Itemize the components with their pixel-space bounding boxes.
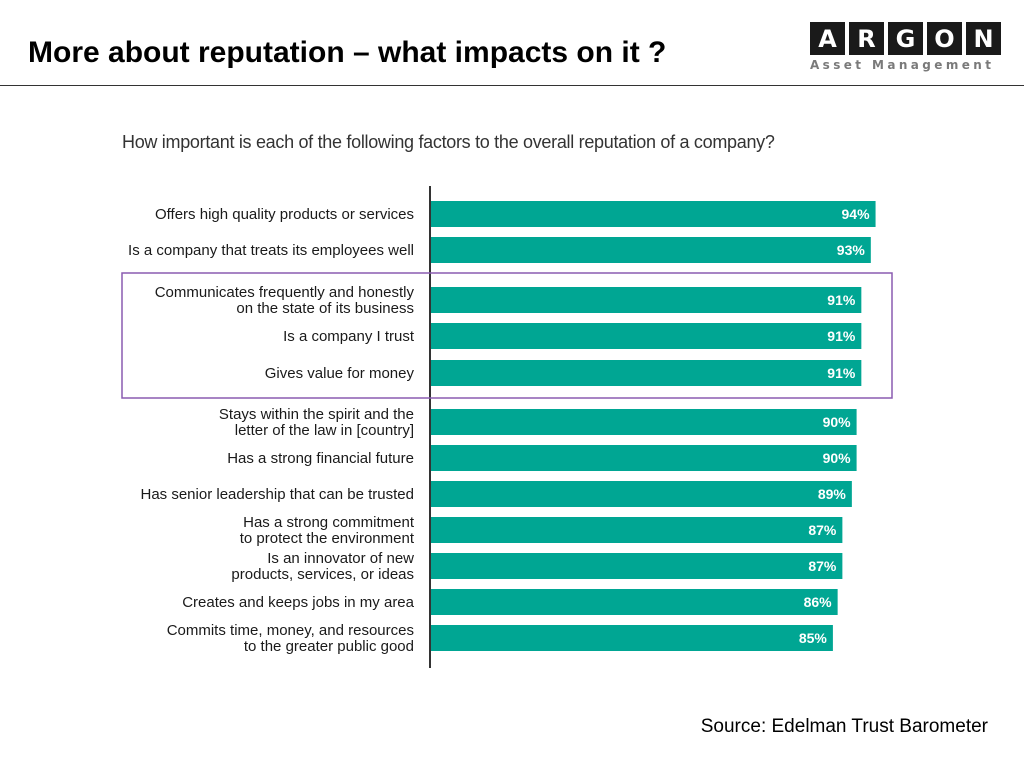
data-label: 85% — [799, 630, 828, 646]
data-label: 91% — [827, 292, 856, 308]
data-label: 87% — [808, 522, 837, 538]
category-label: Offers high quality products or services — [155, 206, 414, 223]
bar — [430, 323, 862, 349]
bar — [430, 517, 843, 543]
header-divider — [0, 85, 1024, 86]
bar — [430, 201, 876, 227]
category-label: Is a company I trust — [283, 328, 415, 345]
category-label: Has a strong commitment to protect the en… — [240, 514, 415, 547]
category-label: Communicates frequently and honestly on t… — [155, 284, 415, 317]
data-label: 90% — [823, 414, 852, 430]
category-label: Has a strong financial future — [227, 450, 414, 467]
bar — [430, 409, 857, 435]
category-label: Is a company that treats its employees w… — [128, 242, 414, 259]
data-label: 91% — [827, 365, 856, 381]
logo-letter-g: G — [888, 22, 923, 55]
page-title: More about reputation – what impacts on … — [28, 36, 667, 69]
bar — [430, 589, 838, 615]
category-label: Commits time, money, and resources to the… — [167, 622, 414, 655]
data-label: 87% — [808, 558, 837, 574]
data-label: 91% — [827, 328, 856, 344]
category-label: Has senior leadership that can be truste… — [141, 486, 415, 503]
bar — [430, 445, 857, 471]
bar — [430, 287, 862, 313]
logo-subtitle: Asset Management — [810, 58, 995, 72]
category-label: Gives value for money — [265, 365, 415, 382]
bar — [430, 360, 862, 386]
bar — [430, 481, 852, 507]
logo-letter-n: N — [966, 22, 1001, 55]
data-label: 93% — [837, 242, 866, 258]
logo-letter-a: A — [810, 22, 845, 55]
category-label: Is an innovator of new products, services… — [231, 550, 414, 583]
data-label: 94% — [842, 206, 871, 222]
category-label: Stays within the spirit and the letter of… — [219, 406, 414, 439]
chart-title: How important is each of the following f… — [122, 132, 775, 152]
logo-letters: A R G O N — [810, 22, 1004, 55]
logo-letter-o: O — [927, 22, 962, 55]
bar — [430, 553, 843, 579]
data-label: 90% — [823, 450, 852, 466]
bar — [430, 625, 833, 651]
argon-logo: A R G O N Asset Management — [810, 22, 1004, 76]
data-label: 86% — [804, 594, 833, 610]
highlight-box — [121, 272, 893, 399]
logo-letter-r: R — [849, 22, 884, 55]
bar — [430, 237, 871, 263]
category-label: Creates and keeps jobs in my area — [182, 594, 414, 611]
source-note: Source: Edelman Trust Barometer — [700, 716, 988, 737]
data-label: 89% — [818, 486, 847, 502]
